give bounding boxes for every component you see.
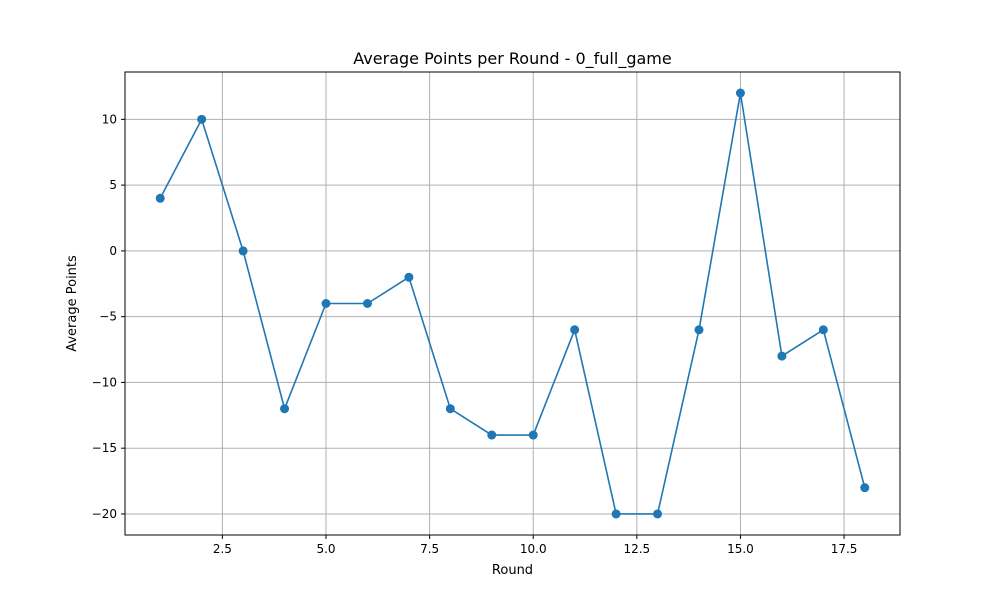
x-tick-label: 7.5 (420, 542, 439, 556)
data-point (155, 193, 165, 203)
data-point (445, 404, 455, 414)
x-axis-label: Round (492, 563, 533, 578)
plot-series (155, 88, 870, 519)
y-tick-label: −20 (92, 507, 117, 521)
y-axis-label: Average Points (65, 255, 80, 352)
y-tick-label: 10 (102, 112, 117, 126)
y-tick-label: 0 (109, 244, 117, 258)
grid (125, 72, 900, 535)
data-point (777, 351, 787, 361)
data-point (735, 88, 745, 98)
data-point (653, 509, 663, 519)
data-point (860, 483, 870, 493)
y-tick-label: −15 (92, 441, 117, 455)
data-point (487, 430, 497, 440)
data-point (321, 299, 331, 308)
data-point (694, 325, 704, 335)
y-tick-label: −10 (92, 375, 117, 389)
data-point (528, 430, 538, 440)
y-axis: 10 5 0 −5 −10 −15 −20 (92, 112, 125, 521)
data-point (197, 114, 207, 124)
data-point (611, 509, 621, 519)
chart-title: Average Points per Round - 0_full_game (353, 49, 671, 69)
data-point (362, 299, 372, 308)
data-point (238, 246, 248, 256)
x-tick-label: 5.0 (316, 542, 335, 556)
data-point (570, 325, 580, 335)
y-tick-label: −5 (99, 310, 117, 324)
x-tick-label: 15.0 (727, 542, 754, 556)
series-line (159, 92, 866, 515)
x-tick-label: 12.5 (623, 542, 650, 556)
x-tick-label: 10.0 (520, 542, 547, 556)
data-point (280, 404, 290, 414)
data-point (818, 325, 828, 335)
x-tick-label: 17.5 (831, 542, 858, 556)
y-tick-label: 5 (109, 178, 117, 192)
data-point (404, 272, 414, 282)
x-axis: 2.5 5.0 7.5 10.0 12.5 15.0 17.5 (213, 535, 858, 556)
x-tick-label: 2.5 (213, 542, 232, 556)
plot-frame (124, 71, 901, 536)
